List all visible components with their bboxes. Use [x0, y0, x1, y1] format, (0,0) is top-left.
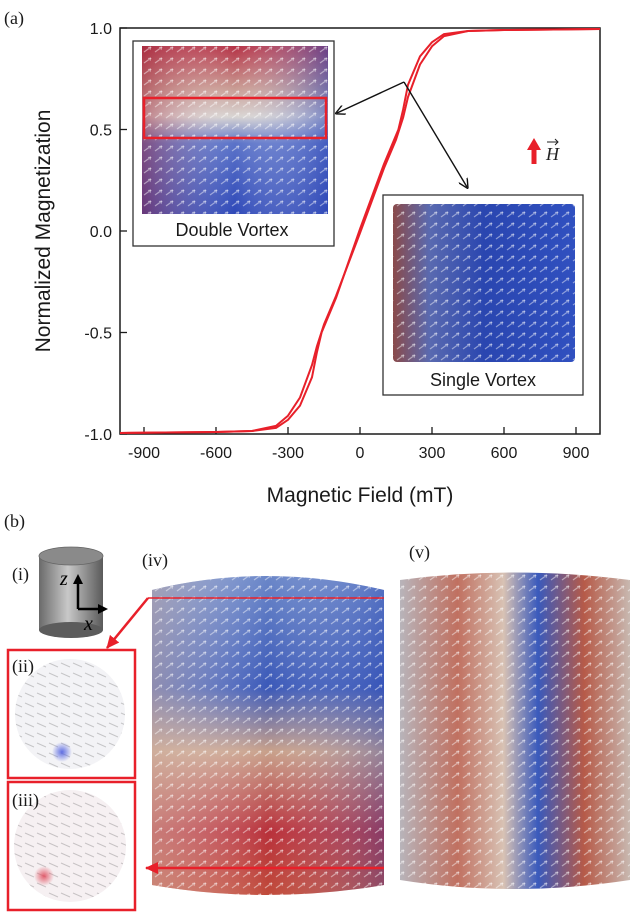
highlight-box — [142, 96, 328, 140]
y-axis-ticks: -1.0 -0.5 0.0 0.5 1.0 — [84, 21, 127, 444]
hysteresis-plot: -900 -600 -300 0 300 600 900 -1.0 -0.5 0.0 0.5 1.0 — [84, 21, 601, 462]
single-vortex-3d — [400, 572, 630, 889]
cross-section-ii: (ii) — [6, 648, 137, 780]
y-tick-label: -1.0 — [84, 427, 112, 444]
single-vortex-inset: Single Vortex — [382, 194, 584, 396]
hysteresis-branch-1 — [119, 28, 601, 434]
field-direction-indicator: H — [527, 138, 560, 164]
vortex-core-blue — [52, 742, 72, 762]
sub-label-ii: (ii) — [12, 656, 34, 677]
x-tick-label: 0 — [356, 445, 365, 462]
x-tick-label: 900 — [563, 445, 590, 462]
x-tick-label: -600 — [200, 445, 232, 462]
vortex-core-red — [34, 866, 54, 886]
spin-arrows-texture — [142, 46, 328, 214]
double-vortex-3d — [106, 576, 384, 895]
pointer-arrow-double — [337, 81, 405, 113]
y-tick-label: 0.0 — [90, 224, 112, 241]
cross-section-iii: (iii) — [6, 780, 137, 912]
field-symbol: H — [545, 144, 560, 164]
panel-a-label: (a) — [4, 8, 24, 29]
panel-b-label: (b) — [4, 511, 25, 532]
y-tick-label: -0.5 — [84, 326, 112, 343]
y-tick-label: 0.5 — [90, 123, 112, 140]
y-axis-label: Normalized Magnetization — [32, 110, 55, 353]
in-plane-spin-arrows — [15, 659, 125, 769]
sub-label-iv: (iv) — [142, 550, 168, 571]
sub-label-iii: (iii) — [12, 790, 39, 811]
sub-label-i: (i) — [12, 564, 29, 585]
cylinder-top — [38, 546, 104, 566]
single-vortex-label: Single Vortex — [430, 370, 536, 390]
sub-label-v: (v) — [409, 542, 430, 563]
double-vortex-label: Double Vortex — [175, 220, 288, 240]
pointer-arrow-single — [403, 81, 467, 187]
x-axis-ticks: -900 -600 -300 0 300 600 900 — [128, 427, 589, 462]
x-axis-label-cylinder: x — [83, 613, 93, 635]
spin-arrows-texture — [393, 204, 575, 362]
hysteresis-branch-2 — [119, 28, 601, 434]
hysteresis-curves — [119, 28, 601, 434]
cylinder-body — [39, 556, 103, 630]
x-tick-label: 300 — [419, 445, 446, 462]
double-vortex-inset: Double Vortex — [132, 40, 335, 247]
spin-arrows-texture — [152, 576, 384, 895]
x-tick-label: -900 — [128, 445, 160, 462]
z-axis-label: z — [59, 568, 68, 590]
x-axis-label: Magnetic Field (mT) — [267, 484, 454, 507]
y-tick-label: 1.0 — [90, 21, 112, 38]
spin-arrows-texture — [400, 572, 630, 889]
vector-arrow-icon — [547, 138, 559, 146]
x-tick-label: -300 — [272, 445, 304, 462]
x-tick-label: 600 — [491, 445, 518, 462]
top-slice-arrow — [106, 597, 149, 649]
cylinder-diagram: z x — [38, 546, 108, 638]
